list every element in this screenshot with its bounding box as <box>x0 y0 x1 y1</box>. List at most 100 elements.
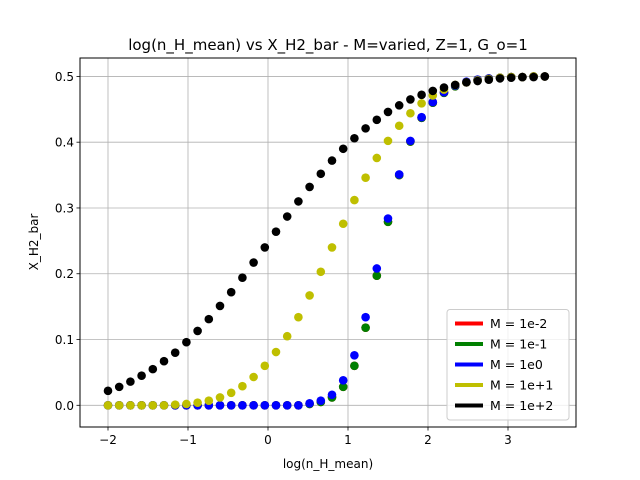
data-point <box>327 156 337 165</box>
data-point <box>338 144 348 154</box>
data-point <box>540 72 550 81</box>
data-point <box>316 396 326 405</box>
data-point <box>383 136 393 146</box>
data-point <box>383 107 393 117</box>
data-point <box>238 400 247 410</box>
plot-area <box>103 72 550 410</box>
data-point <box>383 214 393 223</box>
chart-title: log(n_H_mean) vs X_H2_bar - M=varied, Z=… <box>128 36 528 55</box>
data-point <box>372 115 382 125</box>
data-point <box>417 90 426 100</box>
legend-label: M = 1e-2 <box>490 316 547 331</box>
data-point <box>238 273 247 282</box>
y-tick-label: 0.4 <box>55 136 74 150</box>
data-point <box>226 400 236 410</box>
data-point <box>193 326 202 336</box>
x-axis-label: log(n_H_mean) <box>283 457 373 471</box>
data-point <box>406 95 415 104</box>
data-point <box>215 301 225 311</box>
data-point <box>350 361 359 371</box>
y-tick-label: 0.3 <box>55 201 74 215</box>
legend-entry: M = 1e-2 <box>455 316 547 331</box>
data-point <box>439 83 449 92</box>
legend-box <box>446 309 570 421</box>
data-point <box>428 86 438 96</box>
data-point <box>338 375 348 385</box>
data-point <box>249 372 258 382</box>
data-point <box>305 291 314 300</box>
data-point <box>249 258 258 267</box>
data-point <box>260 361 270 371</box>
y-tick-label: 0.1 <box>55 333 74 347</box>
data-point <box>204 396 214 405</box>
legend-entry: M = 1e0 <box>455 357 543 372</box>
data-point <box>394 170 404 179</box>
data-point <box>361 312 370 322</box>
data-point <box>350 351 359 360</box>
axes-frame <box>79 57 577 428</box>
data-point <box>282 400 292 410</box>
data-point <box>260 243 270 252</box>
data-point <box>137 371 146 380</box>
data-point <box>518 72 527 82</box>
data-point <box>350 133 359 143</box>
data-point <box>103 386 113 396</box>
data-point <box>305 399 314 408</box>
data-point <box>316 169 326 179</box>
x-tick-label: 0 <box>264 433 272 447</box>
x-tick-label: 2 <box>424 433 432 447</box>
data-point <box>350 195 359 205</box>
data-point <box>372 271 382 281</box>
legend-entry: M = 1e+2 <box>455 398 553 413</box>
data-point <box>193 398 202 407</box>
x-tick-label: −2 <box>99 433 117 447</box>
data-point <box>260 400 270 410</box>
data-point <box>361 124 370 133</box>
data-point <box>316 267 326 277</box>
data-point <box>372 153 382 163</box>
data-point <box>406 136 415 146</box>
data-point <box>495 74 505 83</box>
data-point <box>238 381 247 391</box>
data-point <box>372 264 382 273</box>
data-point <box>338 382 348 392</box>
data-point <box>282 212 292 221</box>
data-point <box>462 78 471 87</box>
grid <box>80 58 576 427</box>
data-point <box>226 388 236 398</box>
data-point <box>215 393 225 402</box>
data-point <box>305 182 314 192</box>
data-point <box>271 347 281 357</box>
data-point <box>506 73 516 83</box>
data-point <box>327 243 337 252</box>
data-point <box>204 314 214 324</box>
data-point <box>338 219 348 229</box>
data-point <box>126 400 135 410</box>
data-point <box>417 112 426 122</box>
data-point <box>473 76 482 86</box>
data-point <box>126 377 135 386</box>
data-point <box>271 227 281 236</box>
data-point <box>170 348 180 357</box>
data-point <box>417 99 426 108</box>
legend-label: M = 1e+1 <box>490 378 553 393</box>
data-point <box>361 173 370 183</box>
data-point <box>406 108 415 118</box>
legend-label: M = 1e-1 <box>490 337 547 352</box>
data-point <box>249 400 258 410</box>
y-axis-label: X_H2_bar <box>27 214 41 271</box>
legend-label: M = 1e+2 <box>490 398 553 413</box>
x-tick-label: 3 <box>504 433 512 447</box>
ticks: −2 −1 0 1 2 3 0.0 0.1 0.2 0.3 0.4 0.5 <box>55 70 512 447</box>
data-point <box>484 75 494 85</box>
data-point <box>282 331 292 341</box>
data-point <box>294 197 303 206</box>
data-point <box>182 337 191 347</box>
data-point <box>450 80 460 90</box>
data-point <box>394 121 404 131</box>
y-tick-label: 0.0 <box>55 399 74 413</box>
legend-entry: M = 1e+1 <box>455 378 553 393</box>
data-point <box>159 356 169 366</box>
y-tick-label: 0.2 <box>55 267 74 281</box>
